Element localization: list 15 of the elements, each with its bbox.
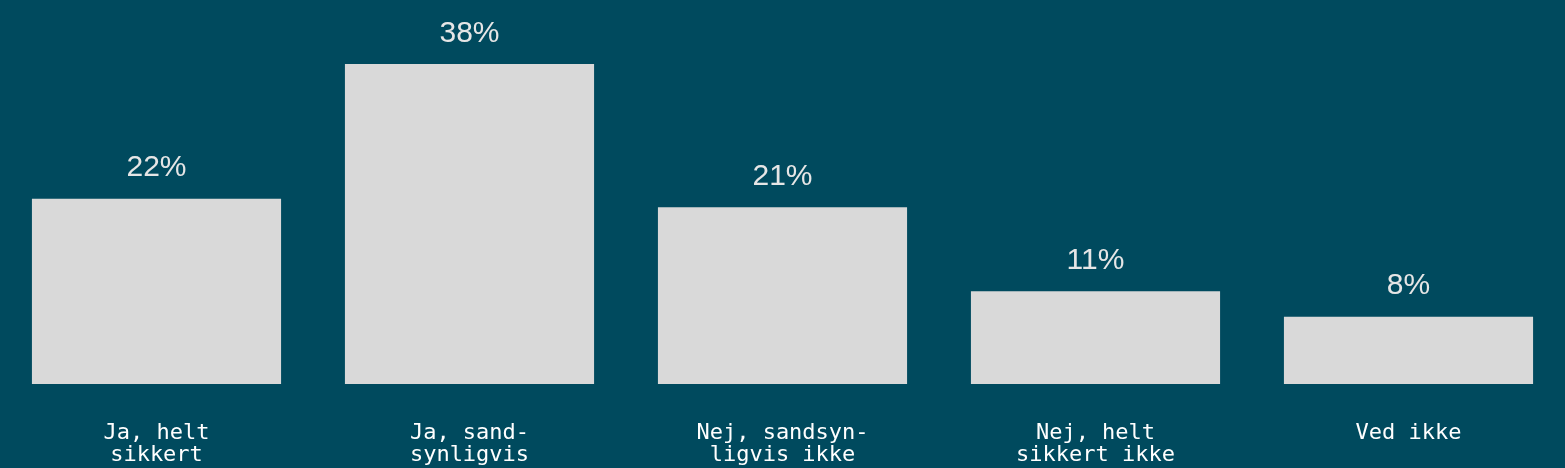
data-label: 21% xyxy=(752,157,813,191)
bar xyxy=(344,64,595,384)
bar xyxy=(970,291,1221,384)
x-tick-label: Ja, sand- synligvis xyxy=(409,418,530,466)
data-label: 38% xyxy=(439,14,500,48)
x-tick-label: Ved ikke xyxy=(1355,418,1462,444)
data-label: 22% xyxy=(126,149,187,183)
x-tick-label: Nej, helt sikkert ikke xyxy=(1016,418,1175,466)
bar xyxy=(1283,316,1534,384)
x-tick-label: Nej, sandsyn- ligvis ikke xyxy=(696,418,869,466)
data-label: 11% xyxy=(1066,241,1125,275)
bar xyxy=(657,207,908,384)
x-tick-label: Ja, helt sikkert xyxy=(103,418,210,466)
data-label: 8% xyxy=(1386,267,1431,301)
bar xyxy=(31,198,282,384)
